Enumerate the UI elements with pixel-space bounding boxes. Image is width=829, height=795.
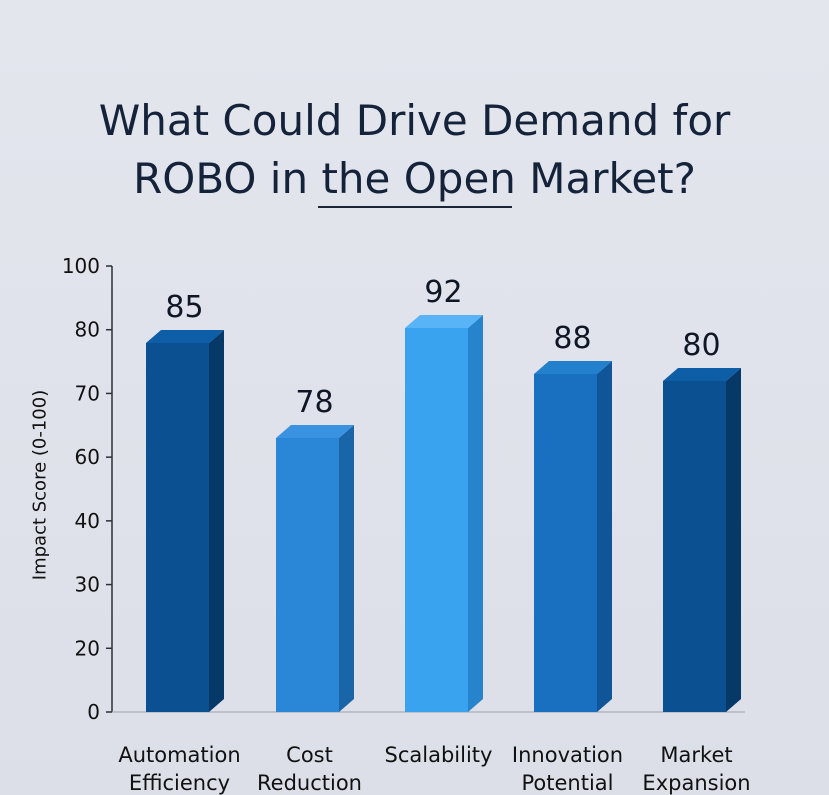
bar-side-cost-reduction xyxy=(339,425,354,712)
chart-title: What Could Drive Demand for ROBO in the … xyxy=(0,92,829,208)
x-tick-label-market-expansion: Expansion xyxy=(642,771,750,795)
bar-side-automation-efficiency xyxy=(209,330,224,712)
bar-top-market-expansion xyxy=(663,368,741,381)
data-label-cost-reduction: 78 xyxy=(295,385,333,420)
x-tick-label-innovation-potential: Potential xyxy=(522,771,614,795)
bar-innovation-potential xyxy=(534,374,597,712)
data-label-automation-efficiency: 85 xyxy=(165,290,203,325)
x-tick-label-cost-reduction: Cost xyxy=(286,743,333,767)
y-tick-label-20: 20 xyxy=(75,636,100,660)
y-tick-label-40: 40 xyxy=(75,509,100,533)
bar-cost-reduction xyxy=(276,438,339,712)
y-tick-label-80: 80 xyxy=(75,318,100,342)
data-label-market-expansion: 80 xyxy=(682,328,720,363)
y-tick-label-0: 0 xyxy=(87,700,100,724)
bar-scalability xyxy=(405,328,468,712)
bar-automation-efficiency xyxy=(146,343,209,712)
y-tick-label-100: 100 xyxy=(62,254,100,278)
title-underline xyxy=(318,206,512,208)
x-tick-label-innovation-potential: Innovation xyxy=(512,743,623,767)
x-tick-label-scalability: Scalability xyxy=(385,743,493,767)
bar-side-scalability xyxy=(468,315,483,712)
bar-top-innovation-potential xyxy=(534,361,612,374)
bar-side-market-expansion xyxy=(726,368,741,712)
data-label-scalability: 92 xyxy=(424,275,462,310)
data-label-innovation-potential: 88 xyxy=(553,321,591,356)
bar-top-automation-efficiency xyxy=(146,330,224,343)
y-tick-label-70: 70 xyxy=(75,381,100,405)
x-tick-label-automation-efficiency: Automation xyxy=(118,743,240,767)
chart-title-line-1: What Could Drive Demand for xyxy=(98,96,731,145)
x-tick-label-automation-efficiency: Efficiency xyxy=(129,771,230,795)
chart-title-line-2: ROBO in the Open Market? xyxy=(133,154,696,203)
x-tick-label-market-expansion: Market xyxy=(660,743,732,767)
y-tick-label-60: 60 xyxy=(75,445,100,469)
bar-top-scalability xyxy=(405,315,483,328)
bar-market-expansion xyxy=(663,381,726,712)
y-tick-label-30: 30 xyxy=(75,573,100,597)
bar-top-cost-reduction xyxy=(276,425,354,438)
x-tick-label-cost-reduction: Reduction xyxy=(257,771,362,795)
bar-side-innovation-potential xyxy=(597,361,612,712)
